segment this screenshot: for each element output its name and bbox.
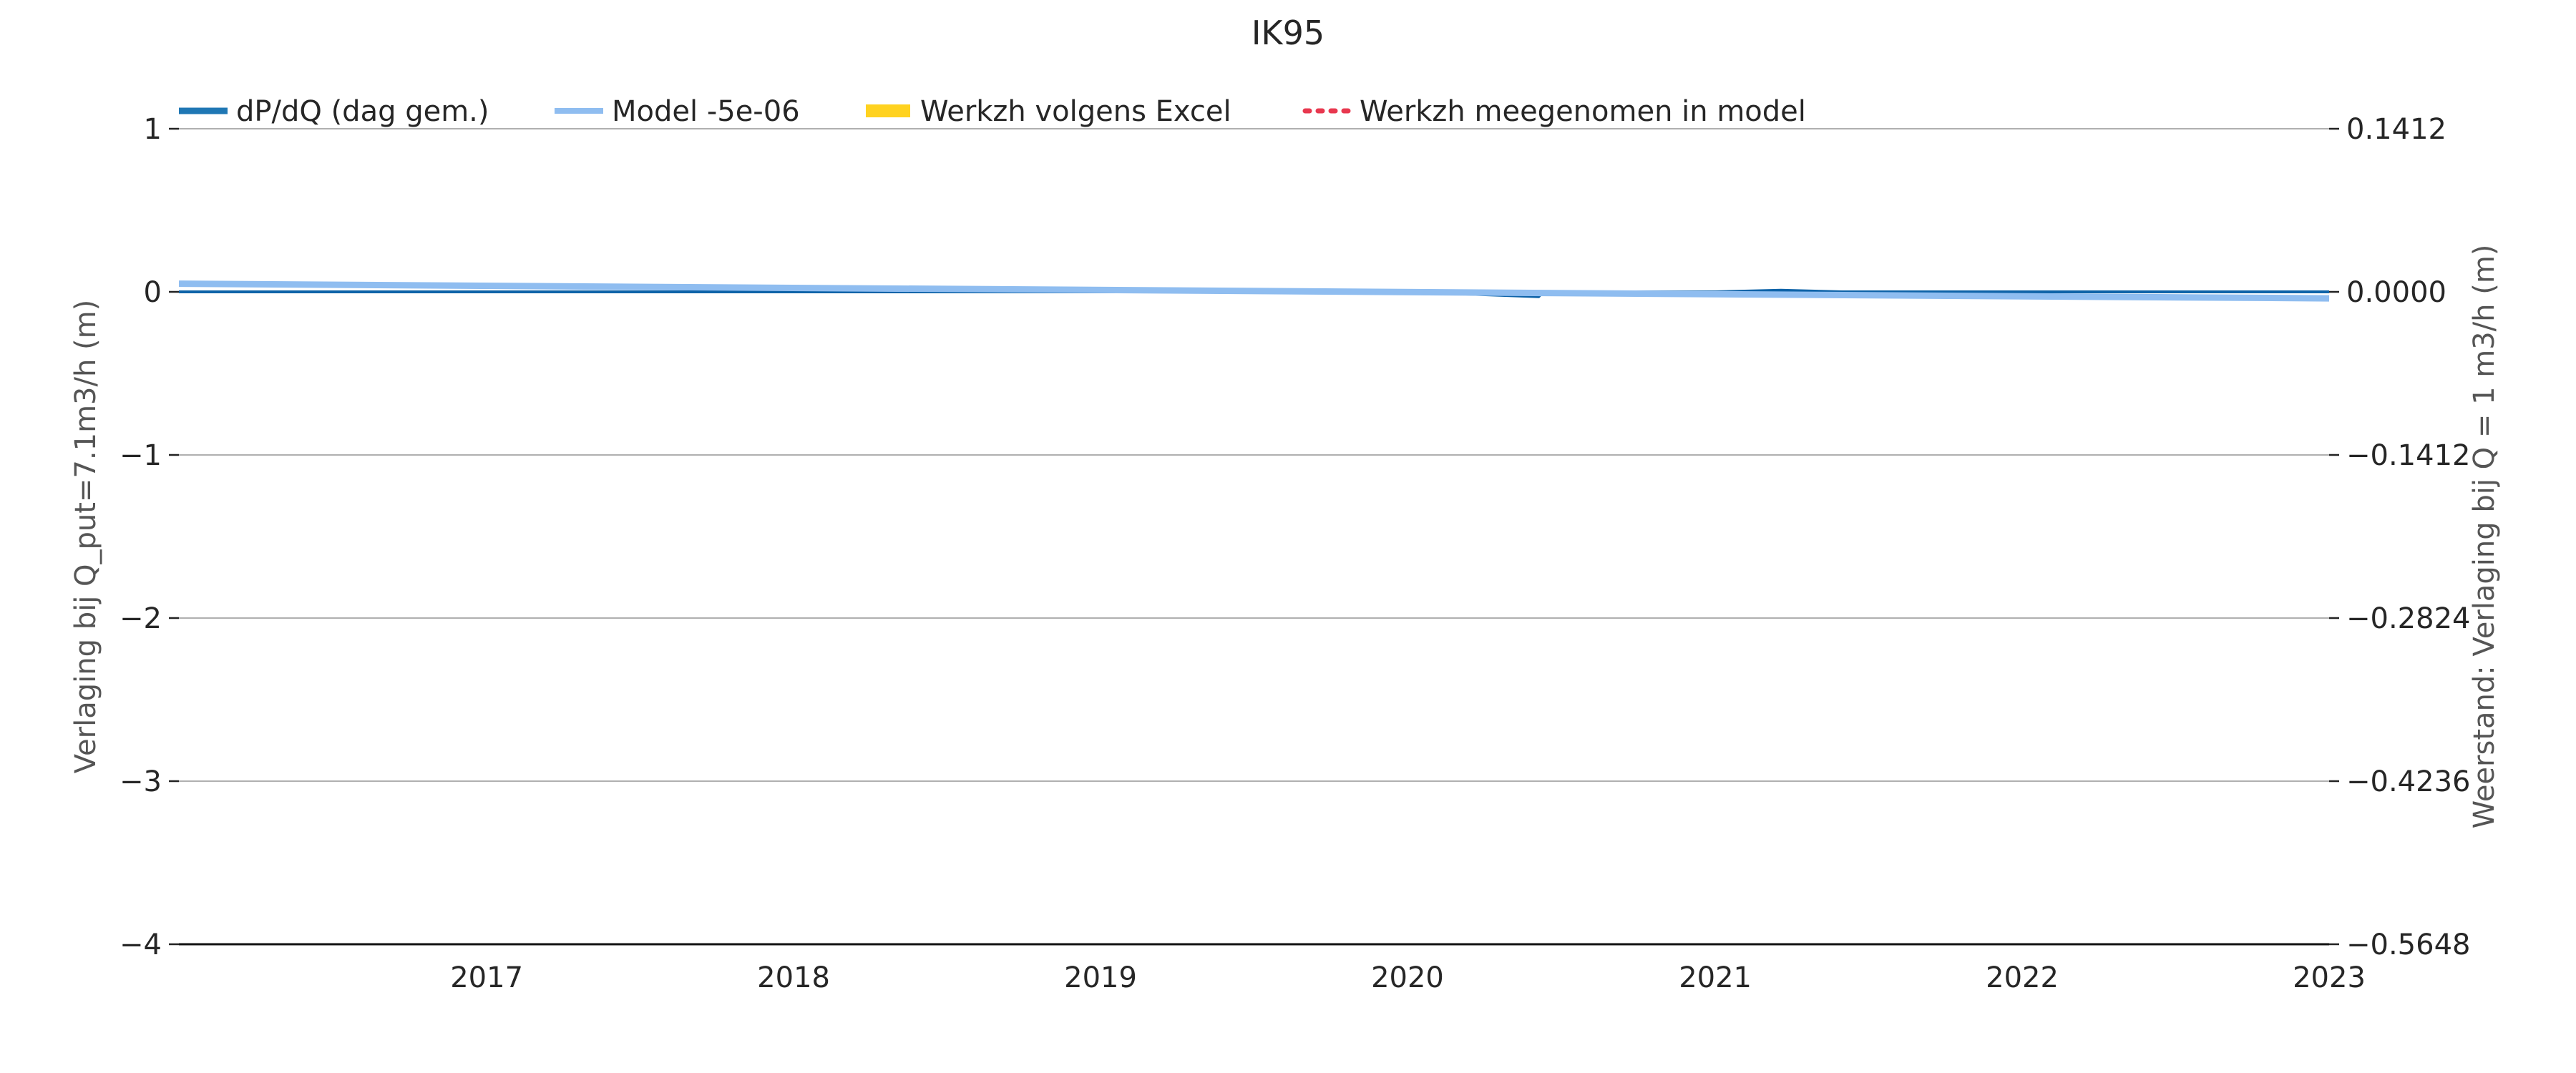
legend-item: Werkzh meegenomen in model [1302, 95, 1806, 128]
x-tick-label: 2019 [1064, 961, 1137, 994]
x-tick-label: 2021 [1679, 961, 1752, 994]
legend-item: dP/dQ (dag gem.) [179, 95, 489, 128]
y-axis-label-right: Weerstand: Verlaging bij Q = 1 m3/h (m) [2468, 245, 2501, 829]
series-line-model [178, 280, 2330, 302]
legend-label: Model -5e-06 [612, 95, 800, 128]
x-tick-label: 2022 [1986, 961, 2059, 994]
legend-item: Model -5e-06 [555, 95, 800, 128]
grid-lines [179, 128, 2329, 946]
y-tick-label-right: 0.0000 [2346, 276, 2446, 309]
legend-label: dP/dQ (dag gem.) [236, 95, 489, 128]
y-tick-label-right: 0.1412 [2346, 113, 2446, 146]
y-tick-label-left: −4 [119, 929, 162, 961]
x-tick-label: 2020 [1371, 961, 1444, 994]
y-axis-label-left: Verlaging bij Q_put=7.1m3/h (m) [69, 300, 102, 773]
y-tick-label-left: 0 [144, 276, 162, 309]
x-tick-label: 2018 [757, 961, 830, 994]
y-tick-label-left: −1 [119, 439, 162, 472]
y-tick-label-left: 1 [144, 113, 162, 146]
y-tick-label-right: −0.1412 [2346, 439, 2470, 472]
y-tick-label-left: −3 [119, 765, 162, 798]
legend-label: Werkzh meegenomen in model [1360, 95, 1806, 128]
legend-label: Werkzh volgens Excel [920, 95, 1231, 128]
y-tick-label-right: −0.5648 [2346, 929, 2470, 961]
x-tick-label: 2017 [450, 961, 523, 994]
y-tick-label-left: −2 [119, 602, 162, 635]
y-tick-label-right: −0.4236 [2346, 765, 2470, 798]
chart-title: IK95 [1252, 14, 1324, 52]
legend-item: Werkzh volgens Excel [866, 95, 1231, 128]
legend-swatch [866, 104, 910, 117]
series-lines [178, 280, 2330, 302]
axes: 1 0.1412 0 0.0000 −1 −0.1412 −2 −0.2824 −3 −0.423… [119, 113, 2470, 994]
x-tick-label: 2023 [2293, 961, 2366, 994]
legend: dP/dQ (dag gem.) Model -5e-06 Werkzh volge… [179, 95, 1806, 128]
y-tick-label-right: −0.2824 [2346, 602, 2470, 635]
